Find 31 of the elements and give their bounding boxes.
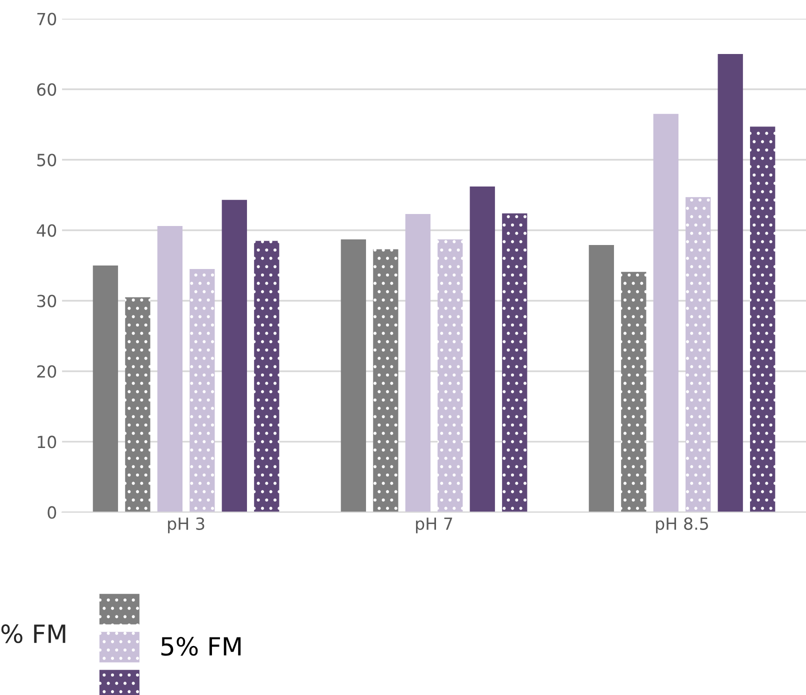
bar [254,240,280,512]
y-tick-label: 50 [37,154,56,166]
bar [125,297,150,512]
x-tick-label: pH 8.5 [656,517,708,534]
bar [470,186,495,512]
bar [373,249,398,512]
text: % FM [1,624,66,644]
bar [405,214,430,512]
bar [588,245,614,512]
x-tick-label: pH 3 [168,517,204,534]
y-tick-label: 30 [37,294,56,308]
y-tick-label: 10 [38,436,56,448]
y-tick-label: 60 [37,83,56,96]
bar [340,239,366,512]
bar [92,265,118,512]
bar [750,126,776,512]
bar [718,54,743,512]
legend-label: 5% FM [161,636,241,656]
y-tick-label: 70 [37,12,56,26]
bar [502,213,528,512]
y-tick-label: 40 [36,224,56,237]
x-tick-label: pH 7 [416,518,452,534]
y-tick-label: 0 [48,506,56,519]
bar [686,197,711,512]
bar [621,272,646,512]
bar [438,239,463,512]
bar [190,269,215,512]
bar [157,226,183,512]
bar [222,200,247,512]
y-tick-label: 20 [37,365,56,378]
bar [653,114,678,512]
